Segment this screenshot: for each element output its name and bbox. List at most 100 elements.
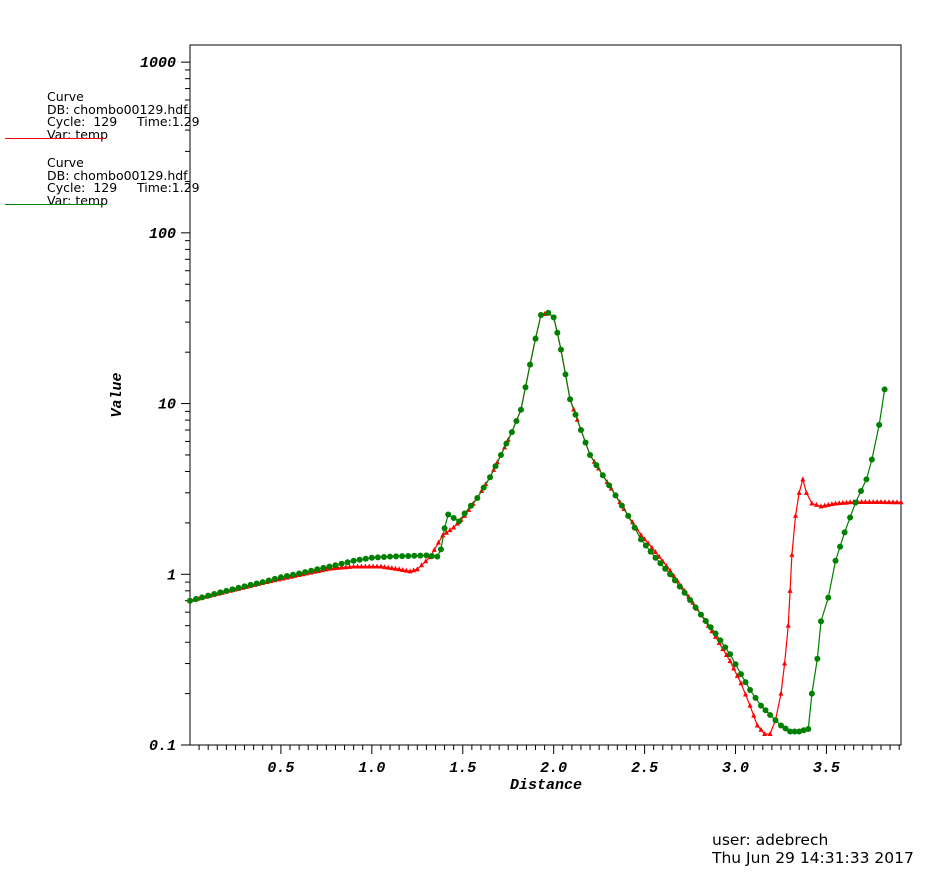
data-point <box>898 499 904 505</box>
data-point <box>355 563 361 569</box>
data-point <box>351 563 357 569</box>
data-point <box>414 566 420 572</box>
data-point <box>290 571 297 578</box>
data-point <box>762 730 768 736</box>
data-point <box>423 552 430 559</box>
data-point <box>734 672 740 678</box>
y-tick-label: 0.1 <box>149 738 176 755</box>
data-point <box>532 335 539 342</box>
data-point <box>370 563 376 569</box>
x-tick-label: 1.0 <box>358 760 385 777</box>
legend-db: DB: chombo00129.hdf <box>47 167 188 183</box>
data-point <box>837 543 844 550</box>
data-point <box>649 544 655 550</box>
data-point <box>399 553 406 560</box>
data-point <box>785 622 791 628</box>
data-point <box>389 565 395 571</box>
y-axis-label: Value <box>109 372 126 417</box>
data-point <box>445 511 452 518</box>
data-point <box>326 563 333 570</box>
data-point <box>803 489 809 495</box>
data-point <box>405 552 412 559</box>
data-point <box>859 499 865 505</box>
data-point <box>791 728 798 735</box>
data-point <box>271 575 278 582</box>
data-point <box>513 417 520 424</box>
data-point <box>742 679 749 686</box>
data-point <box>241 583 248 590</box>
data-point <box>738 680 744 686</box>
data-point <box>441 525 448 532</box>
data-point <box>772 717 779 724</box>
data-point <box>434 553 441 560</box>
series-line-2 <box>189 312 886 733</box>
data-point <box>878 499 884 505</box>
data-point <box>843 499 849 505</box>
x-tick-label: 3.0 <box>722 760 749 777</box>
data-point <box>606 482 613 489</box>
data-point <box>199 594 206 601</box>
data-point <box>187 597 193 604</box>
data-point <box>577 427 584 434</box>
data-point <box>852 499 859 506</box>
data-point <box>487 474 494 481</box>
data-point <box>671 577 678 584</box>
data-point <box>868 456 875 463</box>
data-point <box>796 728 803 735</box>
legend-var: Var: temp <box>47 126 109 142</box>
user-info: user: adebrech Thu Jun 29 14:31:33 2017 <box>712 831 914 867</box>
data-point <box>451 524 457 530</box>
data-point <box>817 618 824 625</box>
data-point <box>690 599 696 605</box>
data-point <box>437 546 444 553</box>
data-point <box>782 725 789 732</box>
data-point <box>450 514 457 521</box>
data-point <box>800 727 807 734</box>
data-point <box>847 514 854 521</box>
data-point <box>805 726 812 733</box>
x-tick-label: 3.5 <box>813 760 840 777</box>
x-tick-label: 2.5 <box>631 760 658 777</box>
data-point <box>497 451 504 458</box>
data-point <box>302 569 309 576</box>
data-point <box>667 567 673 573</box>
data-point <box>436 539 442 545</box>
data-point <box>443 529 449 535</box>
plot-frame <box>189 44 902 746</box>
data-point <box>347 563 353 569</box>
data-point <box>702 617 709 624</box>
data-point <box>631 524 638 531</box>
data-point <box>217 589 224 596</box>
data-point <box>870 499 876 505</box>
legend-time: Time:1.29 <box>137 114 200 130</box>
data-point <box>625 512 632 519</box>
legend-cycle: Cycle: 129 <box>47 114 118 130</box>
y-tick-label: 1 <box>167 567 176 584</box>
legend-cycle-time: Cycle: 129 Time:1.29 <box>47 181 200 195</box>
data-point <box>343 564 349 570</box>
data-point <box>350 557 357 564</box>
data-point <box>857 487 864 494</box>
data-point <box>474 494 481 501</box>
data-point <box>847 499 853 505</box>
data-point <box>717 637 724 644</box>
data-point <box>767 711 774 718</box>
timestamp: Thu Jun 29 14:31:33 2017 <box>712 849 914 867</box>
data-point <box>253 580 260 587</box>
data-point <box>362 563 368 569</box>
data-point <box>652 554 659 561</box>
data-point <box>503 440 510 447</box>
x-tick-label: 2.0 <box>540 760 567 777</box>
data-point <box>886 499 892 505</box>
data-point <box>229 586 236 593</box>
data-point <box>757 702 764 709</box>
data-point <box>841 529 848 536</box>
legend-time: Time:1.29 <box>137 180 200 196</box>
data-point <box>447 527 453 533</box>
data-point <box>712 630 719 637</box>
data-point <box>692 604 699 611</box>
data-point <box>283 573 290 580</box>
data-point <box>545 309 552 316</box>
data-point <box>747 686 754 693</box>
